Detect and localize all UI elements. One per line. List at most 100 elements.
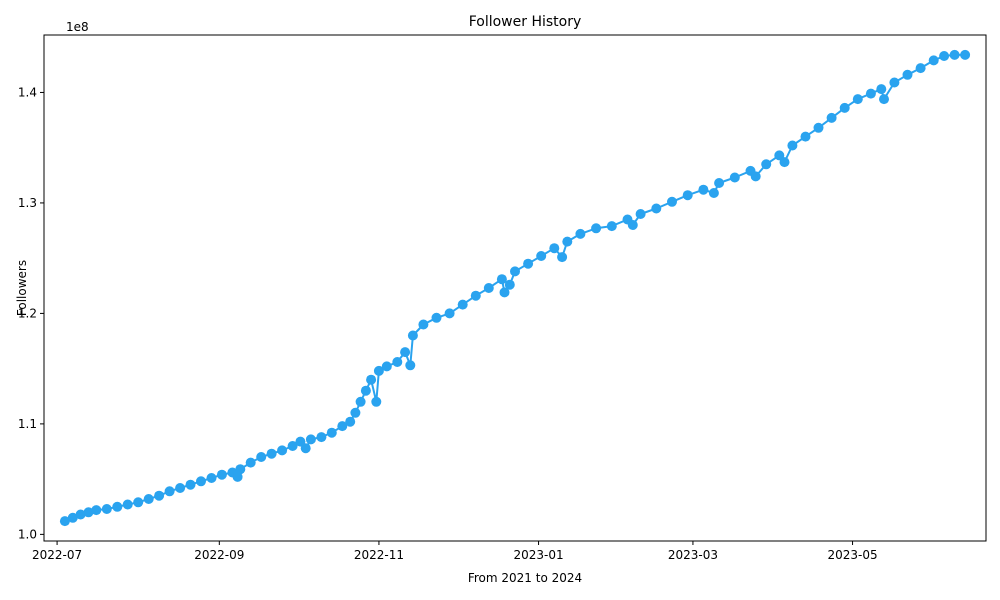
y-tick-label: 1.1: [18, 417, 37, 431]
data-point: [575, 228, 586, 239]
y-axis-offset-label: 1e8: [66, 20, 89, 34]
data-point: [206, 473, 217, 483]
data-point: [122, 499, 133, 510]
data-point: [101, 504, 112, 514]
plot-frame: [43, 34, 987, 542]
data-point: [300, 443, 311, 454]
data-point: [266, 448, 277, 459]
data-point: [418, 319, 429, 330]
data-point: [277, 445, 288, 456]
data-point: [400, 347, 411, 358]
x-tick-label: 2023-01: [513, 548, 563, 562]
data-point: [216, 469, 227, 480]
data-point: [928, 55, 939, 66]
data-point: [175, 483, 186, 493]
data-point: [698, 184, 709, 195]
data-point: [865, 88, 876, 99]
data-point: [483, 283, 494, 293]
data-point: [405, 360, 416, 371]
data-point: [939, 51, 950, 61]
data-point: [876, 84, 887, 95]
data-point: [839, 102, 850, 113]
data-point: [287, 441, 298, 451]
data-point: [154, 490, 165, 501]
data-point: [826, 112, 837, 123]
data-point: [407, 330, 418, 341]
data-point: [360, 385, 371, 396]
data-point: [196, 476, 206, 487]
data-point: [337, 421, 348, 432]
data-point: [591, 223, 602, 234]
data-point: [536, 251, 547, 261]
data-point: [133, 497, 144, 508]
data-point: [83, 507, 94, 518]
data-point: [59, 516, 70, 527]
data-point: [496, 274, 507, 285]
data-point: [787, 140, 798, 151]
data-point: [523, 258, 534, 269]
data-point: [682, 190, 693, 201]
data-point: [852, 94, 863, 105]
data-point: [373, 365, 384, 376]
data-point: [470, 290, 481, 301]
x-tick-label: 2023-05: [827, 548, 877, 562]
x-axis-label: From 2021 to 2024: [468, 571, 582, 585]
y-tick-label: 1.2: [18, 306, 37, 320]
data-point: [627, 220, 638, 230]
data-point: [457, 299, 468, 310]
data-point: [431, 312, 442, 323]
data-point: [714, 178, 725, 188]
data-point: [800, 131, 811, 142]
x-tick-label: 2022-11: [354, 548, 404, 562]
data-point: [185, 479, 196, 490]
data-point: [355, 396, 366, 407]
data-point: [235, 464, 246, 475]
x-tick-label: 2022-07: [32, 548, 82, 562]
data-point: [245, 457, 256, 468]
data-point: [667, 196, 677, 207]
data-point: [326, 427, 337, 438]
data-point: [112, 501, 123, 512]
series-layer: [59, 49, 971, 527]
data-point: [813, 122, 824, 133]
data-point: [305, 434, 316, 445]
data-point: [651, 203, 662, 214]
data-point: [606, 221, 617, 232]
data-point: [915, 63, 926, 74]
data-point: [549, 243, 560, 254]
data-point: [75, 509, 86, 520]
data-point: [708, 188, 719, 198]
chart-title: Follower History: [469, 14, 582, 30]
x-axis-ticks: 2022-07 2022-09 2022-11 2023-01 2023-03 2023-…: [32, 541, 878, 562]
y-axis-label: Followers: [15, 260, 29, 316]
data-point: [635, 209, 646, 219]
data-point: [392, 357, 403, 367]
data-point: [232, 471, 243, 482]
data-point: [67, 512, 78, 523]
x-tick-label: 2023-03: [668, 548, 718, 562]
data-point: [729, 172, 740, 183]
data-point: [779, 157, 790, 168]
data-point: [761, 159, 772, 170]
data-point: [256, 452, 267, 462]
data-point: [366, 374, 377, 385]
data-point: [562, 236, 573, 247]
data-point: [889, 77, 900, 88]
data-point: [143, 494, 154, 504]
data-point: [879, 94, 889, 105]
data-point: [345, 416, 356, 427]
data-point: [557, 252, 568, 263]
data-point: [750, 171, 761, 182]
data-point: [91, 505, 102, 516]
data-point: [949, 49, 960, 60]
data-point: [960, 49, 971, 60]
data-point: [510, 266, 520, 277]
y-tick-label: 1.0: [18, 527, 37, 541]
data-point: [381, 361, 392, 372]
data-point: [316, 432, 327, 443]
data-point: [164, 486, 175, 497]
data-point: [499, 287, 510, 298]
y-axis-ticks: 1.0 1.1 1.2 1.3 1.4: [18, 85, 44, 541]
